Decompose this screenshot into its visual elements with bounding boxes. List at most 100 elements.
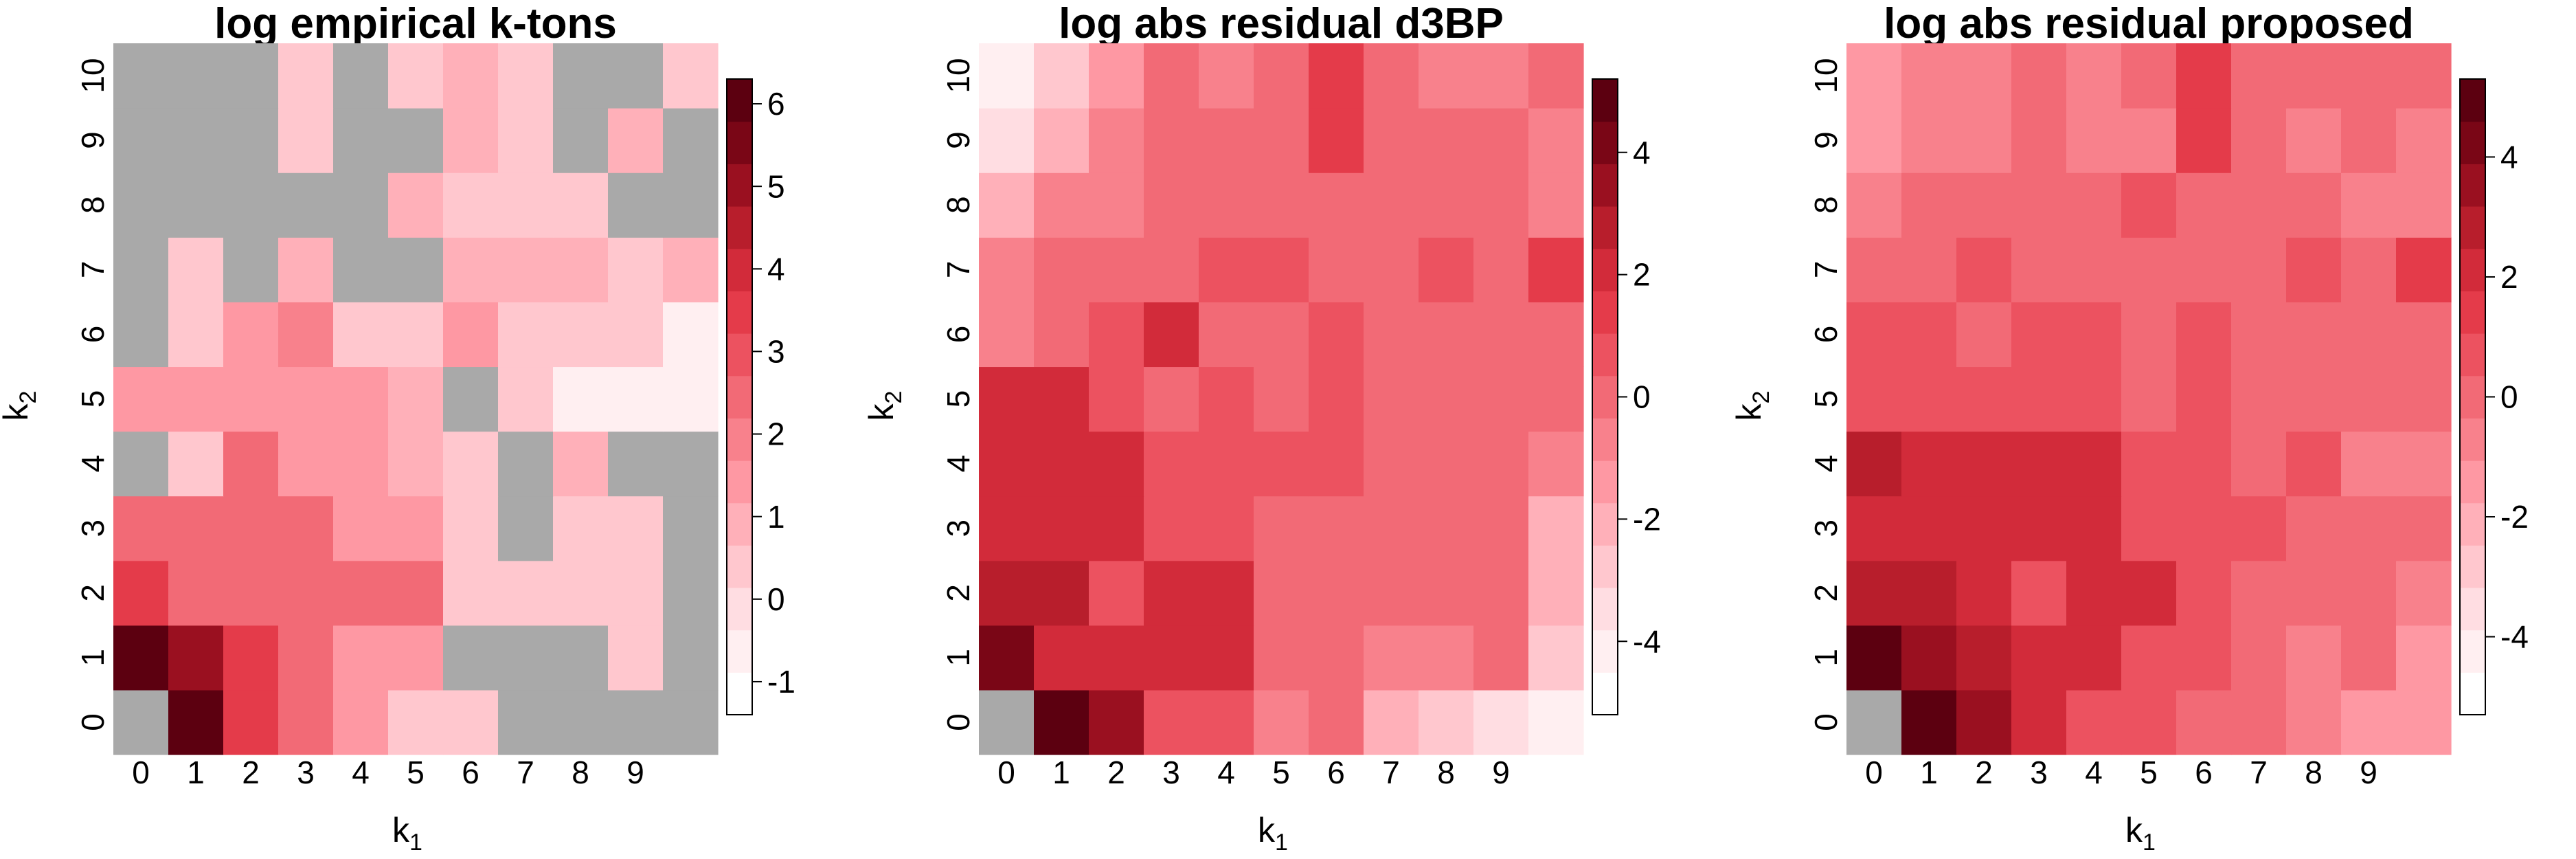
legend-swatch	[1592, 460, 1618, 504]
x-tick-label: 9	[2360, 755, 2377, 790]
x-tick-label: 5	[407, 755, 425, 790]
heatmap-cell	[663, 431, 719, 497]
heatmap-cell	[443, 560, 499, 626]
legend-swatch	[2460, 248, 2485, 291]
heatmap-cell	[1419, 495, 1474, 561]
y-tick-label: 3	[75, 520, 111, 537]
heatmap-cell	[1846, 689, 1902, 755]
y-tick-label: 10	[1808, 58, 1844, 93]
legend-swatch	[727, 333, 752, 377]
heatmap-cell	[2341, 302, 2397, 368]
x-tick-label: 5	[2140, 755, 2158, 790]
heatmap-cell	[388, 689, 444, 755]
heatmap-cell	[1254, 495, 1309, 561]
legend-swatch	[1592, 629, 1618, 673]
legend-swatch	[1592, 121, 1618, 164]
heatmap-cell	[1034, 431, 1089, 497]
heatmap-cell	[979, 237, 1035, 302]
heatmap-cell	[2231, 431, 2287, 497]
heatmap-cell	[278, 560, 334, 626]
heatmap-cell	[168, 43, 224, 109]
heatmap-cell	[1956, 625, 2012, 691]
heatmap-cell	[663, 366, 719, 432]
heatmap-cell	[2396, 495, 2452, 561]
legend-swatch	[1592, 418, 1618, 461]
legend-swatch	[727, 672, 752, 715]
x-tick-label: 2	[242, 755, 260, 790]
heatmap-cell	[1528, 625, 1584, 691]
heatmap-cell	[1846, 237, 1902, 302]
y-tick-label: 4	[1808, 455, 1844, 473]
heatmap-cell	[1419, 431, 1474, 497]
heatmap-cell	[333, 495, 389, 561]
heatmap-cell	[1901, 560, 1957, 626]
heatmap-cell	[1473, 495, 1529, 561]
heatmap-cell	[443, 366, 499, 432]
heatmap-cell	[608, 625, 664, 691]
x-tick-label: 1	[1052, 755, 1070, 790]
heatmap-cell	[553, 108, 609, 173]
heatmap-cell	[1199, 43, 1254, 109]
y-tick-label: 3	[1808, 520, 1844, 537]
heatmap-cell	[1473, 625, 1529, 691]
legend-swatch	[2460, 545, 2485, 588]
heatmap-cell	[663, 237, 719, 302]
heatmap-cell	[2231, 495, 2287, 561]
x-tick-label: 1	[187, 755, 205, 790]
heatmap-cell	[1956, 560, 2012, 626]
y-tick-label: 7	[75, 261, 111, 279]
heatmap-cell	[1473, 366, 1529, 432]
heatmap-cell	[1364, 625, 1419, 691]
legend-swatch	[727, 418, 752, 461]
heatmap-cell	[1846, 431, 1902, 497]
heatmap-cell	[168, 431, 224, 497]
heatmap-cell	[333, 625, 389, 691]
x-tick-label: 1	[1920, 755, 1938, 790]
heatmap-cell	[1089, 431, 1144, 497]
y-tick-label: 8	[940, 196, 976, 214]
heatmap-cell	[168, 366, 224, 432]
heatmap-cell	[979, 108, 1035, 173]
heatmap-cell	[168, 302, 224, 368]
heatmap-cell	[2121, 431, 2177, 497]
heatmap-cell	[553, 495, 609, 561]
heatmap-cell	[1528, 108, 1584, 173]
heatmap-cell	[1846, 302, 1902, 368]
legend-swatch	[2460, 375, 2485, 419]
heatmap-cell	[1144, 108, 1199, 173]
legend-swatch	[1592, 291, 1618, 334]
heatmap-cell	[333, 431, 389, 497]
heatmap-cell	[1956, 108, 2012, 173]
heatmap-cell	[2286, 495, 2342, 561]
heatmap-cell	[2176, 431, 2232, 497]
heatmap-cell	[663, 43, 719, 109]
heatmap-cell	[2011, 689, 2067, 755]
heatmap-cell	[2286, 172, 2342, 238]
y-axis-label: k2	[1730, 391, 1774, 421]
legend-swatch	[727, 121, 752, 164]
legend-swatch	[727, 502, 752, 546]
y-tick-label: 4	[75, 455, 111, 473]
heatmap-cell	[2396, 237, 2452, 302]
heatmap-cell	[663, 495, 719, 561]
heatmap-cell	[1901, 366, 1957, 432]
legend-tick-label: 2	[767, 416, 785, 452]
heatmap-cell	[979, 495, 1035, 561]
legend-swatch	[1592, 248, 1618, 291]
heatmap-cell	[1364, 43, 1419, 109]
heatmap-cell	[1364, 366, 1419, 432]
legend-swatch	[1592, 164, 1618, 207]
legend-swatch	[2460, 333, 2485, 377]
heatmap-cell	[498, 625, 554, 691]
legend-tick-label: -4	[1633, 623, 1661, 659]
heatmap-cell	[2066, 560, 2122, 626]
heatmap-cell	[1419, 43, 1474, 109]
heatmap-cell	[1901, 237, 1957, 302]
heatmap-cell	[1309, 237, 1364, 302]
y-tick-label: 3	[940, 520, 976, 537]
heatmap-cell	[2231, 366, 2287, 432]
y-tick-label: 8	[75, 196, 111, 214]
heatmap-cell	[2231, 43, 2287, 109]
heatmap-cell	[278, 689, 334, 755]
heatmap-cell	[1846, 366, 1902, 432]
